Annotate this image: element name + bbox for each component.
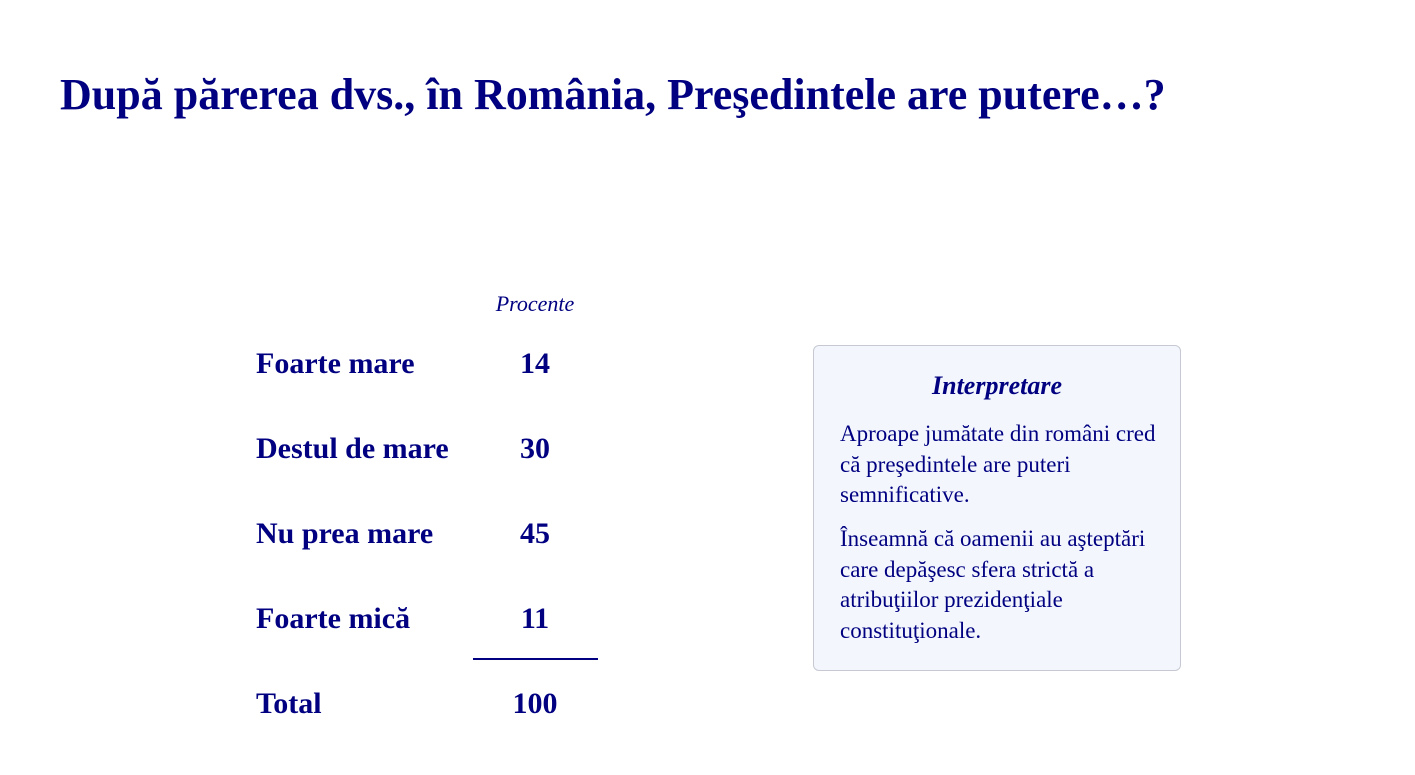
table-row: Nu prea mare 45 (256, 514, 616, 554)
row-label: Nu prea mare (256, 517, 434, 550)
table-row: Destul de mare 30 (256, 429, 616, 469)
row-value: 14 (520, 347, 550, 380)
total-divider (473, 658, 598, 660)
total-row: Total 100 (256, 684, 616, 724)
page-title: După părerea dvs., în România, Preşedint… (60, 70, 1166, 119)
interpretation-paragraph: Înseamnă că oamenii au aşteptări care de… (840, 526, 1146, 643)
row-value: 11 (520, 602, 550, 635)
row-value: 30 (520, 432, 550, 465)
row-label: Foarte mare (256, 347, 415, 380)
row-label: Foarte mică (256, 602, 411, 635)
interpretation-paragraph: Aproape jumătate din români cred că preş… (840, 421, 1156, 507)
table-row: Foarte mică 11 (256, 599, 616, 639)
column-header: Procente (495, 291, 575, 316)
interpretation-title: Interpretare (932, 371, 1062, 400)
total-value: 100 (512, 687, 558, 720)
interpretation-box: Interpretare Aproape jumătate din români… (813, 345, 1181, 671)
row-value: 45 (520, 517, 550, 550)
total-label: Total (256, 687, 322, 720)
table-row: Foarte mare 14 (256, 344, 616, 384)
row-label: Destul de mare (256, 432, 449, 465)
